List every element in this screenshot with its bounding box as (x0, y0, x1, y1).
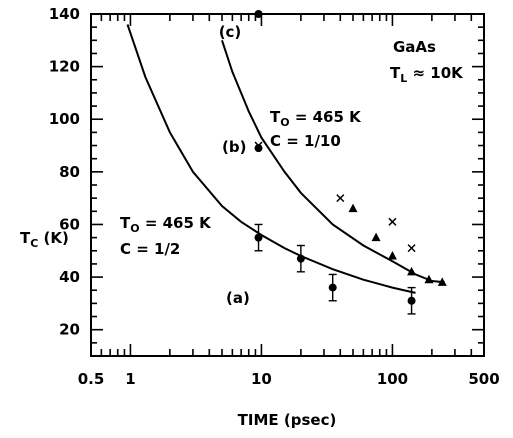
lattice-temp-label: TL ≈ 10K (390, 64, 464, 85)
triangle-point (424, 274, 434, 284)
x-stroke (407, 244, 416, 253)
triangle-point (437, 277, 447, 286)
circle-point (328, 283, 337, 292)
x-point (254, 141, 263, 150)
x-tick-label: 0.5 (78, 370, 105, 388)
circle-point (407, 296, 416, 305)
annotation-a: (a) (226, 289, 250, 307)
x-stroke (336, 194, 345, 203)
x-tick-label: 1 (125, 370, 135, 388)
circle-point (254, 144, 263, 153)
data-points (254, 10, 447, 315)
annotation-c: (c) (219, 23, 242, 41)
material-label: GaAs (393, 38, 436, 56)
x-point (388, 217, 397, 226)
x-tick-label: 500 (468, 370, 499, 388)
x-axis-title: TIME (psec) (238, 411, 337, 429)
y-tick-label: 100 (49, 110, 80, 128)
curve2-t0-label: TO = 465 K (270, 108, 362, 129)
annotation-b: (b) (222, 138, 246, 156)
curve1-c-label: C = 1/2 (120, 240, 180, 258)
y-axis-title: TC (K) (20, 229, 69, 250)
curve2-c-label: C = 1/10 (270, 132, 341, 150)
circle-point (254, 233, 263, 242)
y-tick-label: 60 (59, 215, 80, 233)
tick-marks (90, 13, 485, 357)
curve1-t0-label: TO = 465 K (120, 214, 212, 235)
x-tick-label: 100 (377, 370, 408, 388)
triangle-point (348, 203, 358, 213)
y-tick-label: 20 (59, 321, 80, 339)
circle-point (254, 10, 263, 18)
triangle-point (407, 266, 417, 276)
x-tick-label: 10 (251, 370, 272, 388)
x-stroke (388, 217, 397, 226)
triangle-point (371, 232, 381, 242)
y-tick-labels: 20 40 60 80 100 120 140 (49, 5, 80, 339)
x-point (407, 244, 416, 253)
y-tick-label: 80 (59, 163, 80, 181)
y-tick-label: 140 (49, 5, 80, 23)
y-tick-label: 120 (49, 58, 80, 76)
circle-point (296, 254, 305, 263)
y-tick-label: 40 (59, 268, 80, 286)
x-point (336, 194, 345, 203)
triangle-point (387, 251, 397, 260)
x-stroke (254, 141, 263, 150)
x-tick-labels: 0.5 1 10 100 500 (78, 370, 500, 388)
